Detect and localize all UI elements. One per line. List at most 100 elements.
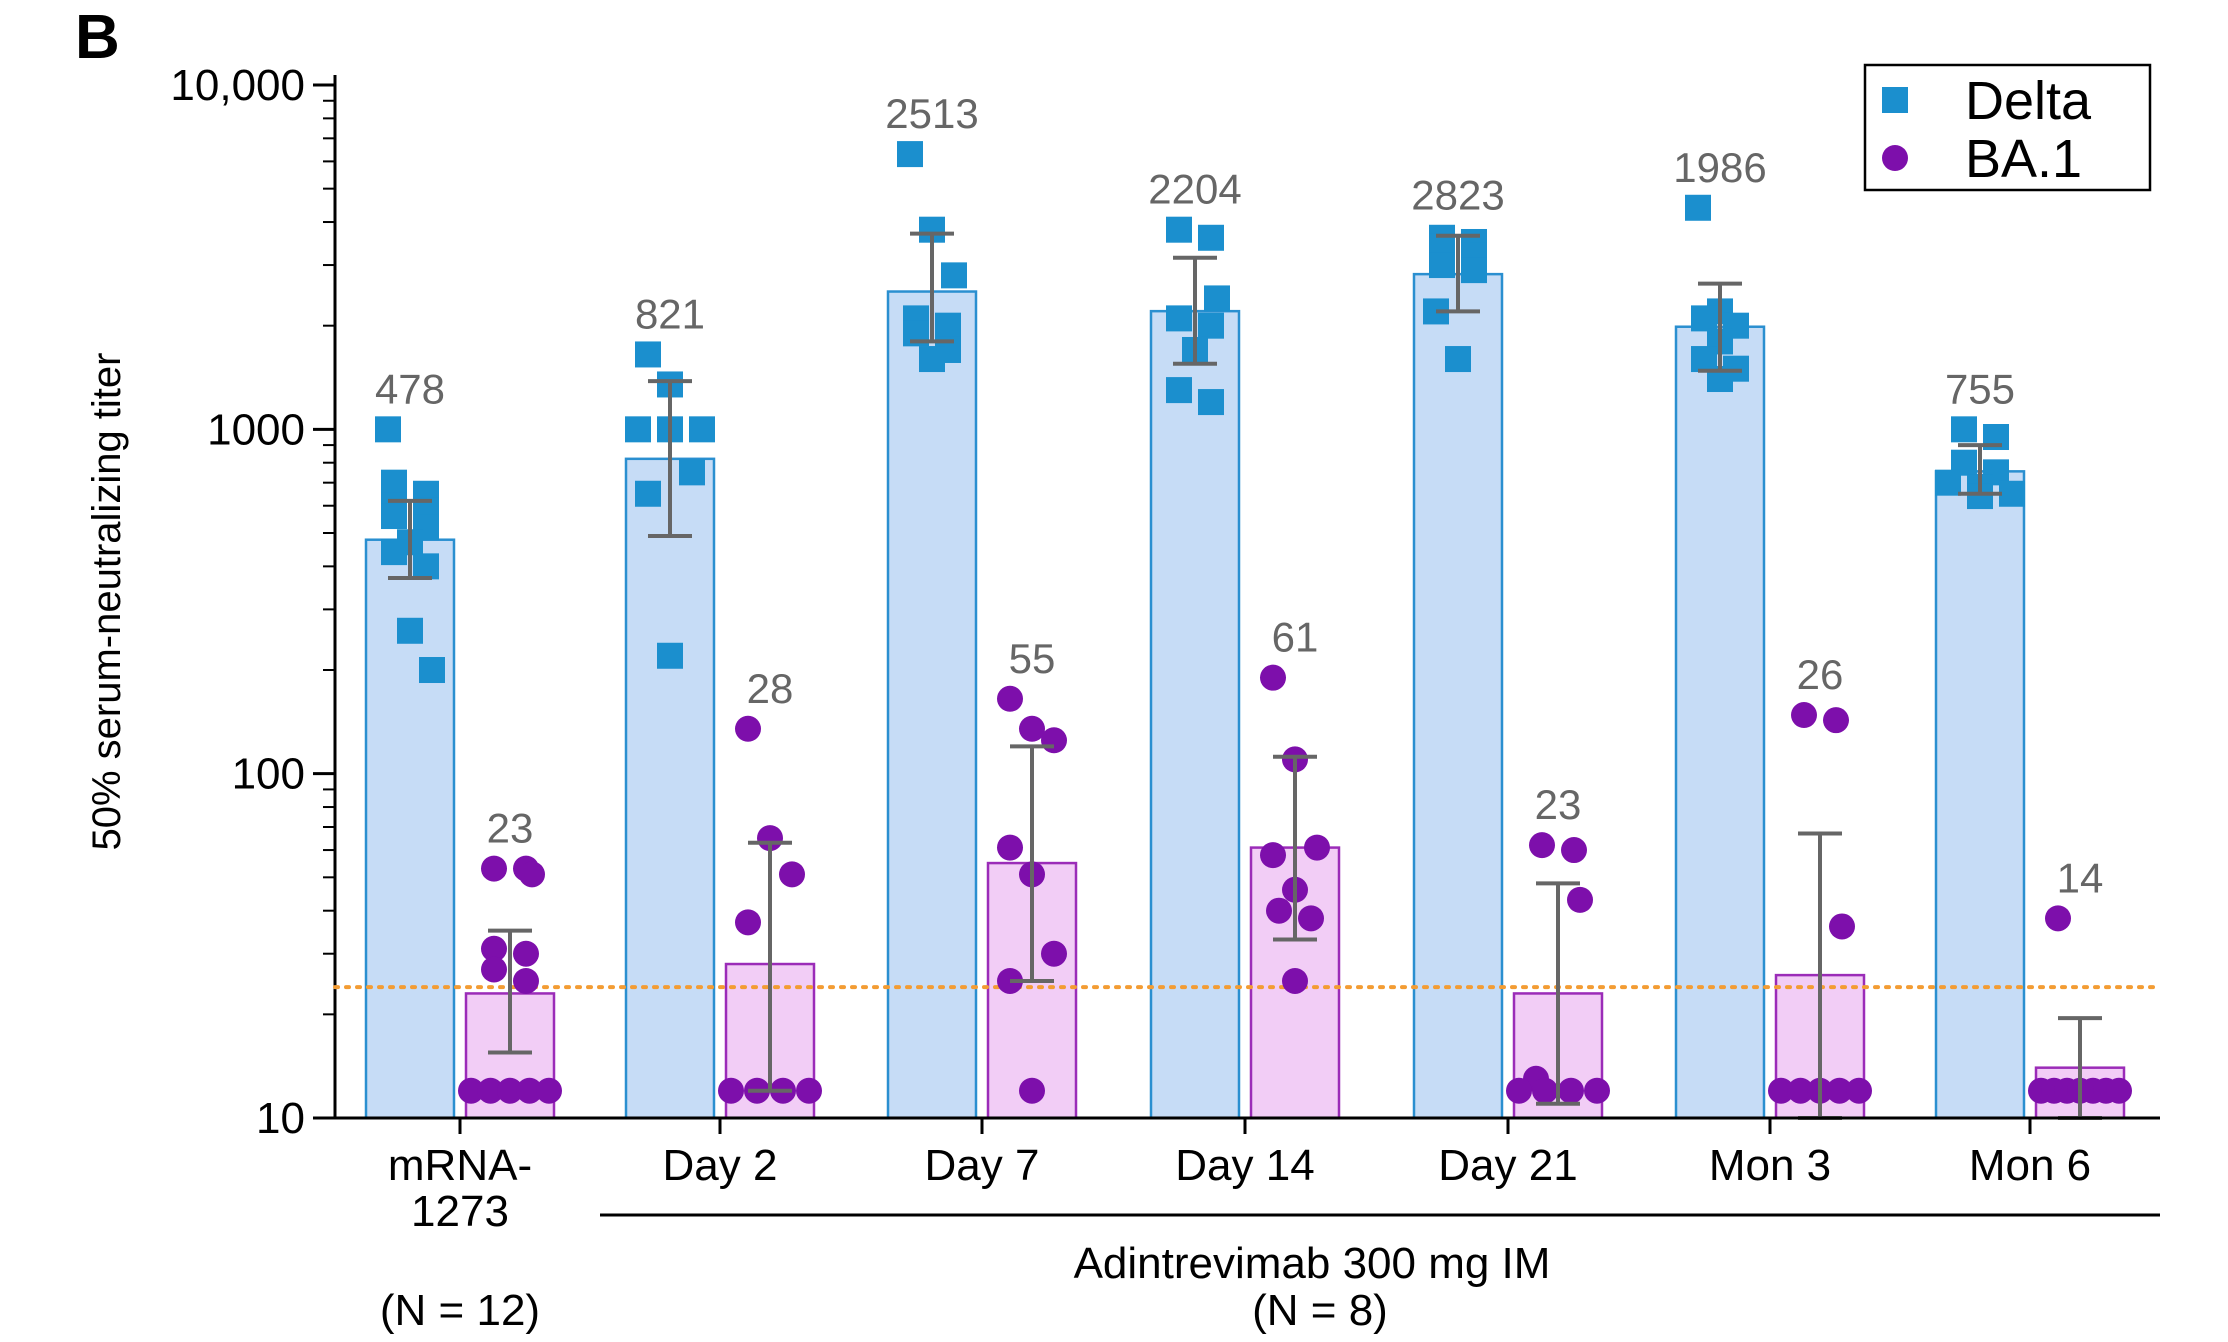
x-category-label: Mon 6 bbox=[1969, 1141, 2091, 1190]
y-tick-label: 10,000 bbox=[170, 61, 305, 110]
x-category-label: Day 21 bbox=[1438, 1141, 1577, 1190]
data-point bbox=[516, 1077, 543, 1104]
data-point bbox=[941, 262, 967, 289]
data-label: 14 bbox=[2057, 854, 2104, 901]
data-label: 23 bbox=[487, 805, 534, 852]
data-point bbox=[397, 617, 423, 644]
data-point bbox=[625, 416, 651, 443]
group-annotations: (N = 12) Adintrevimab 300 mg IM(N = 8) bbox=[380, 1213, 2160, 1335]
data-point bbox=[679, 459, 705, 486]
data-label: 28 bbox=[747, 665, 794, 712]
data-point bbox=[519, 861, 545, 888]
data-point bbox=[1166, 305, 1192, 332]
data-point bbox=[635, 480, 661, 507]
panel-label: B bbox=[75, 3, 120, 72]
error-bars bbox=[388, 231, 2102, 1120]
x-category-label: Day 7 bbox=[925, 1141, 1040, 1190]
data-points bbox=[375, 141, 2132, 1104]
data-point bbox=[1558, 1077, 1584, 1104]
x-category-label: Day 14 bbox=[1175, 1141, 1314, 1190]
legend-label: Delta bbox=[1965, 71, 2092, 131]
data-point bbox=[481, 956, 507, 983]
data-point bbox=[1198, 389, 1224, 416]
data-point bbox=[1204, 285, 1230, 312]
data-point bbox=[1019, 715, 1045, 742]
data-point bbox=[481, 935, 507, 962]
data-point bbox=[1584, 1077, 1610, 1104]
legend-marker-ba-1 bbox=[1882, 145, 1908, 171]
data-point bbox=[381, 469, 407, 496]
data-point bbox=[497, 1077, 523, 1104]
data-point bbox=[1685, 194, 1711, 221]
data-point bbox=[381, 503, 407, 530]
data-label: 755 bbox=[1945, 365, 2015, 412]
data-point bbox=[381, 539, 407, 566]
data-label: 23 bbox=[1535, 781, 1582, 828]
data-point bbox=[1461, 257, 1487, 284]
data-point bbox=[458, 1077, 484, 1104]
data-label: 61 bbox=[1272, 614, 1319, 661]
data-point bbox=[718, 1077, 744, 1104]
x-category-label: mRNA- bbox=[388, 1141, 532, 1190]
data-point bbox=[1429, 252, 1455, 279]
data-point bbox=[1166, 216, 1192, 243]
data-label: 26 bbox=[1797, 651, 1844, 698]
data-labels: 478 821 2513 2204 2823 1986 755 23 28 55 61 23 26 14 bbox=[375, 90, 2103, 901]
data-point bbox=[1198, 312, 1224, 339]
legend-label: BA.1 bbox=[1965, 129, 2082, 189]
y-tick-label: 10 bbox=[256, 1094, 305, 1143]
data-point bbox=[1529, 832, 1555, 859]
data-point bbox=[1041, 727, 1067, 754]
data-point bbox=[1166, 377, 1192, 404]
data-point bbox=[1506, 1077, 1532, 1104]
data-point bbox=[919, 346, 945, 373]
data-point bbox=[735, 715, 761, 742]
data-point bbox=[2045, 905, 2071, 932]
data-point bbox=[1999, 480, 2025, 507]
x-axis: mRNA-1273 Day 2 Day 7 Day 14 Day 21 Mon 3 Mon … bbox=[335, 1116, 2160, 1236]
data-point bbox=[796, 1077, 822, 1104]
data-point bbox=[513, 967, 539, 994]
x-category-label: 1273 bbox=[411, 1187, 509, 1236]
data-point bbox=[1846, 1077, 1872, 1104]
data-point bbox=[1768, 1077, 1794, 1104]
group-n-label: (N = 12) bbox=[380, 1286, 540, 1335]
data-point bbox=[375, 416, 401, 443]
data-label: 2204 bbox=[1148, 166, 1241, 213]
bar-delta-1 bbox=[624, 457, 716, 1120]
data-point bbox=[1829, 913, 1855, 940]
data-point bbox=[689, 416, 715, 443]
y-tick-label: 1000 bbox=[207, 405, 305, 454]
data-point bbox=[657, 642, 683, 669]
bars bbox=[364, 272, 2126, 1120]
data-point bbox=[1951, 416, 1977, 443]
y-axis-title: 50% serum-neutralizing titer bbox=[85, 353, 129, 851]
data-point bbox=[997, 685, 1023, 712]
bar-delta-2 bbox=[886, 290, 978, 1120]
legend-box bbox=[1863, 63, 2152, 192]
data-point bbox=[1935, 469, 1961, 496]
data-label: 821 bbox=[635, 290, 705, 337]
data-label: 1986 bbox=[1673, 144, 1766, 191]
legend-marker-delta bbox=[1882, 87, 1908, 113]
data-point bbox=[1019, 1077, 1045, 1104]
data-point bbox=[779, 861, 805, 888]
data-point bbox=[1561, 837, 1587, 864]
data-point bbox=[2106, 1077, 2132, 1104]
data-point bbox=[536, 1077, 562, 1104]
data-point bbox=[513, 940, 539, 967]
data-label: 55 bbox=[1009, 635, 1056, 682]
bar-delta-5 bbox=[1674, 325, 1766, 1120]
x-category-label: Mon 3 bbox=[1709, 1141, 1831, 1190]
group-n-label: (N = 8) bbox=[1252, 1286, 1388, 1335]
data-point bbox=[1791, 702, 1817, 729]
data-point bbox=[1445, 346, 1471, 373]
data-point bbox=[1567, 886, 1593, 913]
data-point bbox=[419, 657, 445, 684]
data-point bbox=[635, 341, 661, 368]
bar-delta-6 bbox=[1934, 470, 2026, 1120]
data-point bbox=[1198, 224, 1224, 251]
data-label: 478 bbox=[375, 365, 445, 412]
